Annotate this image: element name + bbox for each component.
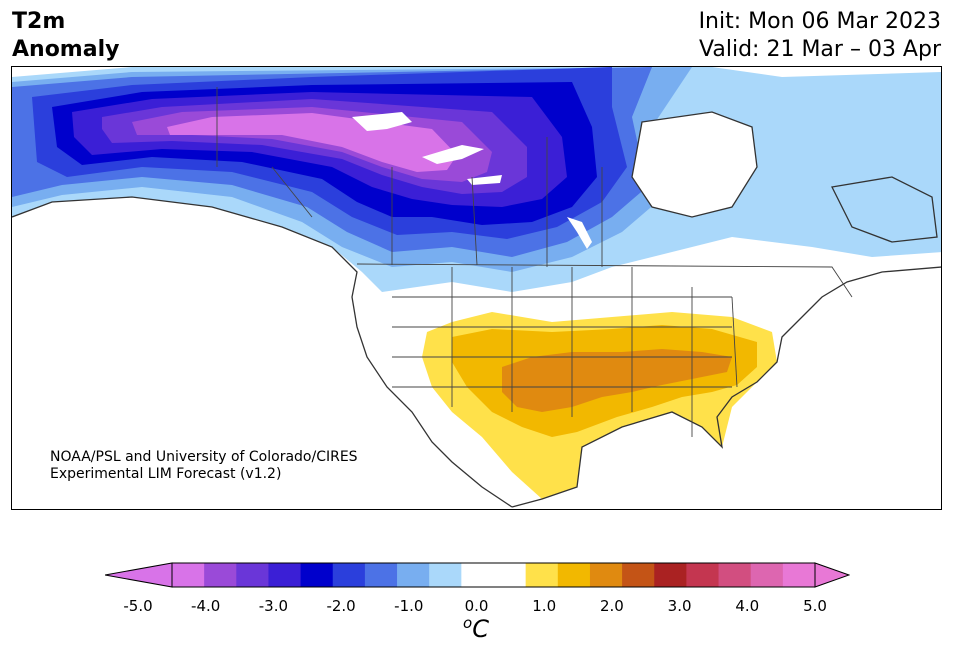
map-title-line1: T2m	[12, 9, 66, 34]
colorbar-segment	[686, 563, 720, 587]
colorbar-segment	[236, 563, 269, 587]
colorbar-segment	[782, 563, 816, 587]
colorbar	[105, 562, 850, 588]
lake-athabasca	[467, 175, 502, 185]
colorbar-segment	[622, 563, 655, 587]
colorbar-unit: oC	[463, 614, 489, 643]
lake-winnipeg	[567, 217, 592, 249]
credit-line1: NOAA/PSL and University of Colorado/CIRE…	[50, 449, 358, 465]
anomaly-map: NOAA/PSL and University of Colorado/CIRE…	[11, 66, 942, 510]
colorbar-segment	[525, 563, 559, 587]
colorbar-tick-label: 2.0	[599, 597, 624, 615]
colorbar-segment	[654, 563, 687, 587]
colorbar-low-extend	[105, 562, 173, 588]
colorbar-tick-label: 5.0	[803, 597, 827, 615]
colorbar-segment	[332, 563, 366, 587]
colorbar-tick-label: -5.0	[123, 597, 153, 615]
map-title: T2m Anomaly	[12, 8, 119, 64]
colorbar-segment	[268, 563, 302, 587]
unit-letter: C	[472, 615, 489, 643]
valid-range: Valid: 21 Mar – 03 Apr	[699, 37, 941, 62]
credit-line2: Experimental LIM Forecast (v1.2)	[50, 466, 282, 482]
colorbar-segment	[718, 563, 752, 587]
colorbar-tick-label: -1.0	[394, 597, 424, 615]
map-title-line2: Anomaly	[12, 37, 120, 62]
colorbar-segment	[300, 563, 334, 587]
colorbar-tick-label: -4.0	[191, 597, 221, 615]
great-slave-lake	[422, 145, 484, 164]
colorbar-high-extend	[814, 562, 850, 588]
colorbar-segment	[397, 563, 430, 587]
hudson-bay	[632, 112, 757, 217]
colorbar-tick-label: 3.0	[667, 597, 692, 615]
colorbar-segment	[461, 563, 494, 587]
map-credit: NOAA/PSL and University of Colorado/CIRE…	[50, 449, 358, 483]
colorbar-segment	[364, 563, 398, 587]
great-bear-lake	[352, 112, 412, 131]
warm-anomaly-band-3	[502, 349, 732, 412]
init-date: Init: Mon 06 Mar 2023	[698, 9, 941, 34]
coastlines	[12, 111, 941, 508]
colorbar-tick-label: -3.0	[258, 597, 289, 615]
unit-degree: o	[463, 614, 473, 632]
colorbar-outline	[171, 562, 816, 588]
anomaly-map-canvas	[12, 67, 941, 508]
colorbar-tick-label: 0.0	[464, 597, 489, 615]
colorbar-segment	[493, 563, 527, 587]
colorbar-tick-label: 4.0	[735, 597, 760, 615]
colorbar-segment	[750, 563, 784, 587]
colorbar-tick-label: 1.0	[532, 597, 557, 615]
colorbar-tick-label: -2.0	[326, 597, 356, 615]
colorbar-segment	[557, 563, 591, 587]
colorbar-segment	[204, 563, 237, 587]
political-borders	[216, 87, 853, 437]
colorbar-segment	[589, 563, 623, 587]
colorbar-segment	[172, 563, 205, 587]
colorbar-segment	[429, 563, 462, 587]
forecast-dates: Init: Mon 06 Mar 2023 Valid: 21 Mar – 03…	[699, 8, 941, 64]
